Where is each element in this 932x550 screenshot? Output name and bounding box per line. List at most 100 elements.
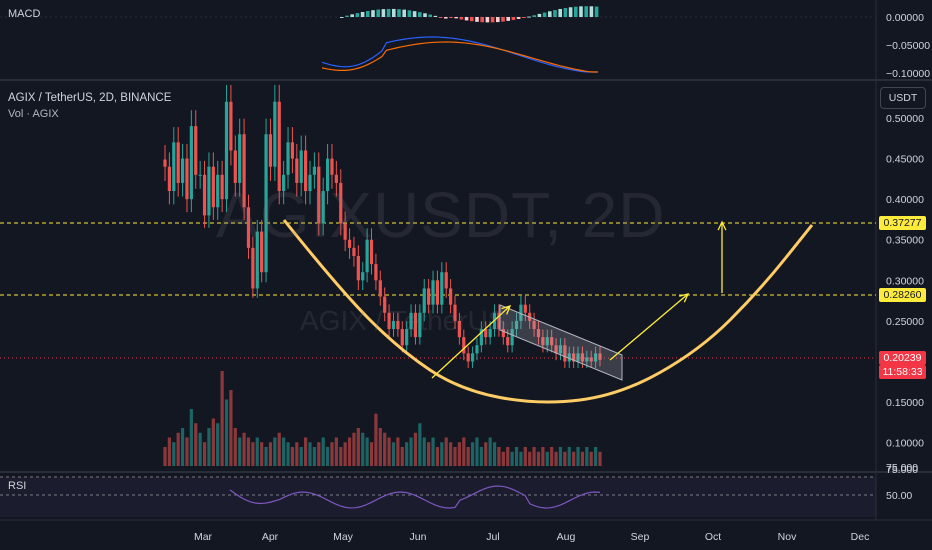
volume-bar [418, 423, 422, 466]
volume-bar [233, 428, 237, 466]
macd-histogram-bar [459, 17, 464, 20]
volume-bar [567, 447, 571, 466]
volume-bar [282, 437, 286, 466]
volume-bar [519, 451, 523, 466]
macd-histogram-bar [522, 17, 526, 18]
candle-body [176, 142, 180, 183]
macd-histogram-bar [594, 6, 599, 18]
candle-body [514, 320, 519, 330]
macd-histogram-bar [444, 17, 448, 19]
volume-bar [470, 442, 475, 466]
time-tick-label: Aug [557, 531, 576, 543]
candle-body [180, 158, 185, 183]
candle-body [589, 357, 593, 362]
volume-bar [589, 451, 593, 466]
volume-bar [427, 442, 431, 466]
volume-bar [220, 371, 224, 466]
volume-bar [343, 442, 347, 466]
volume-bar [216, 423, 220, 466]
volume-bar [475, 437, 479, 466]
volume-bar [550, 447, 554, 466]
projection-arrow [431, 305, 511, 379]
macd-histogram-bar [428, 14, 432, 17]
candle-body [409, 312, 413, 330]
volume-bar [558, 447, 563, 466]
candle-body [550, 337, 554, 346]
candle-body [453, 304, 457, 321]
time-tick-label: Oct [705, 531, 721, 543]
volume-bar [383, 432, 387, 466]
volume-bar [211, 418, 215, 466]
macd-histogram-bar [438, 17, 443, 18]
price-tick-label: 0.30000 [886, 275, 924, 287]
macd-tick-label: −0.05000 [886, 40, 930, 52]
candle-body [163, 159, 167, 167]
candle-body [497, 312, 501, 330]
price-tick-label: 0.25000 [886, 316, 924, 328]
macd-histogram-bar [584, 6, 588, 17]
volume-bar [514, 447, 519, 466]
macd-histogram-bar [454, 17, 458, 19]
volume-bar [413, 432, 418, 466]
price-tick-label: 0.10000 [886, 438, 924, 450]
time-tick-label: Jul [486, 531, 499, 543]
volume-bar [400, 447, 404, 466]
volume-bar [554, 451, 558, 466]
volume-bar [435, 447, 440, 466]
macd-label: MACD [8, 8, 41, 20]
volume-bar [449, 442, 453, 466]
volume-bar [374, 413, 378, 466]
candle-body [361, 272, 365, 281]
volume-bar [334, 437, 338, 466]
volume-bar [391, 442, 396, 466]
candle-body [273, 101, 277, 167]
candle-body [510, 329, 514, 346]
volume-bar [255, 437, 259, 466]
macd-histogram-bar [433, 15, 438, 17]
candle-body [339, 182, 343, 224]
level-tag-lower: 0.28260 [879, 288, 926, 302]
macd-histogram-bar [542, 12, 547, 17]
candle-body [449, 288, 453, 305]
currency-badge[interactable]: USDT [880, 87, 926, 109]
candle-body [466, 353, 470, 362]
last-price-tag: 0.20239 [879, 351, 926, 365]
volume-bar [361, 432, 365, 466]
candle-body [277, 101, 281, 192]
macd-histogram-bar [381, 9, 386, 17]
macd-histogram-bar [480, 17, 484, 23]
volume-bar [202, 442, 207, 466]
volume-bar [194, 423, 198, 466]
volume-bar [545, 451, 549, 466]
candle-body [536, 329, 541, 338]
candle-body [347, 239, 352, 248]
volume-bar [238, 437, 242, 466]
volume-bar [523, 447, 527, 466]
candle-body [167, 166, 171, 192]
macd-histogram-bar [397, 9, 401, 17]
candle-body [440, 272, 444, 305]
rsi-tick-label: 50.00 [886, 490, 912, 502]
candle-body [484, 329, 488, 338]
volume-bar [347, 437, 352, 466]
volume-bar [501, 451, 505, 466]
macd-histogram-bar [579, 6, 583, 18]
macd-line [321, 36, 598, 73]
volume-label: Vol · AGIX [8, 108, 59, 120]
volume-bar [325, 447, 330, 466]
candle-body [435, 280, 440, 305]
candle-body [255, 231, 259, 289]
price-tick-label: 0.15000 [886, 397, 924, 409]
volume-bar [304, 437, 308, 466]
macd-histogram-bar [496, 17, 500, 23]
volume-bar [365, 437, 369, 466]
candle-body [532, 320, 536, 330]
macd-histogram-bar [340, 17, 344, 18]
macd-histogram-bar [475, 17, 479, 22]
price-tick-label: 75.000 [886, 464, 918, 476]
macd-histogram-bar [418, 12, 422, 17]
volume-bar [172, 442, 176, 466]
volume-bar [176, 432, 180, 466]
candle-body [194, 126, 198, 175]
